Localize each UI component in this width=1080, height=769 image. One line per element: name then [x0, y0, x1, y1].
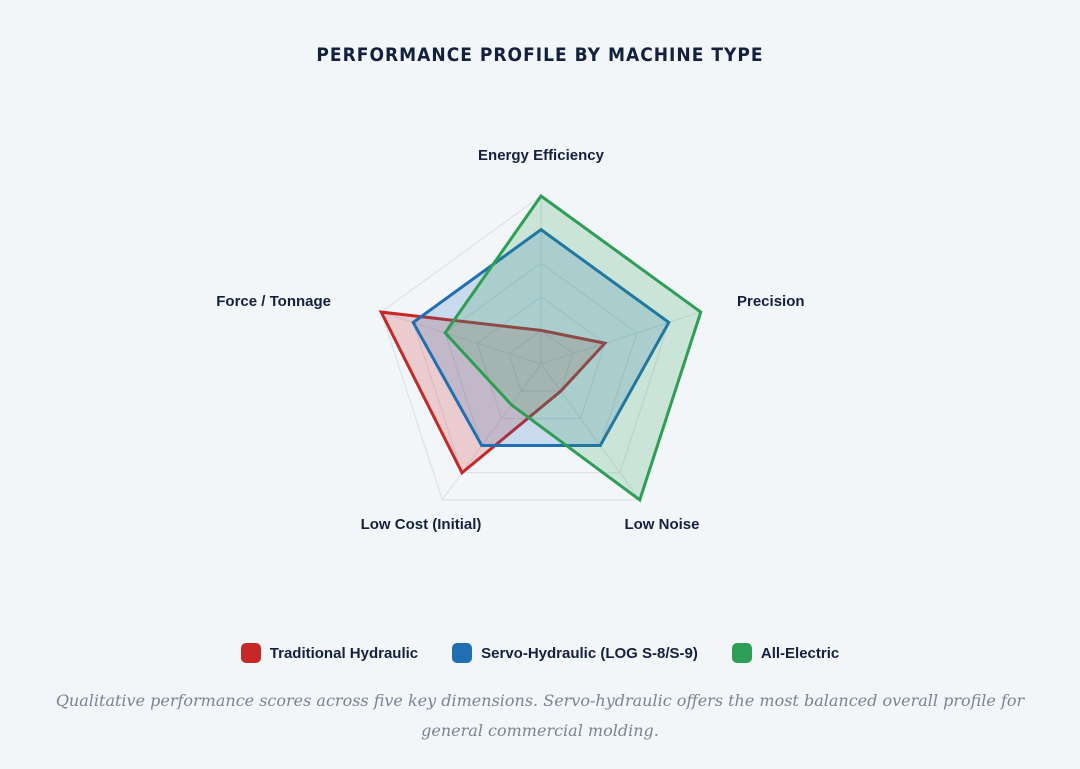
chart-caption: Qualitative performance scores across fi…	[55, 691, 1025, 740]
legend-item[interactable]: All-Electric	[731, 643, 840, 663]
series-area-1	[378, 310, 608, 476]
radar-chart: Energy Efficiency Precision Low Noise Low C…	[216, 147, 804, 533]
series-area-2	[411, 227, 671, 448]
axis-label: Energy Efficiency	[478, 147, 605, 164]
axis-label: Low Cost (Initial)	[361, 516, 482, 533]
chart-title: PERFORMANCE PROFILE BY MACHINE TYPE	[316, 44, 764, 66]
grid-spoke	[540, 363, 641, 501]
grid-ring	[476, 296, 606, 419]
legend-swatch	[731, 643, 752, 663]
legend-swatch	[240, 643, 261, 663]
axis-label: Precision	[737, 293, 805, 310]
grid-spoke	[540, 311, 701, 365]
series-area-3	[443, 193, 703, 503]
radar-axis-labels: Energy Efficiency Precision Low Noise Low C…	[216, 147, 804, 533]
axis-label: Force / Tonnage	[216, 293, 331, 310]
legend-label: Traditional Hydraulic	[269, 644, 419, 662]
legend-swatch	[452, 643, 473, 663]
axis-label: Low Noise	[624, 516, 699, 533]
chart-legend: Traditional Hydraulic Servo-Hydraulic (LO…	[0, 643, 1080, 663]
grid-ring	[508, 329, 574, 392]
legend-label: All-Electric	[760, 644, 840, 662]
legend-item[interactable]: Servo-Hydraulic (LOG S-8/S-9)	[452, 643, 698, 663]
grid-spoke	[381, 311, 542, 365]
radar-series	[378, 193, 703, 503]
grid-spoke	[441, 363, 542, 501]
legend-label: Servo-Hydraulic (LOG S-8/S-9)	[481, 644, 698, 662]
legend-item[interactable]: Traditional Hydraulic	[240, 643, 419, 663]
